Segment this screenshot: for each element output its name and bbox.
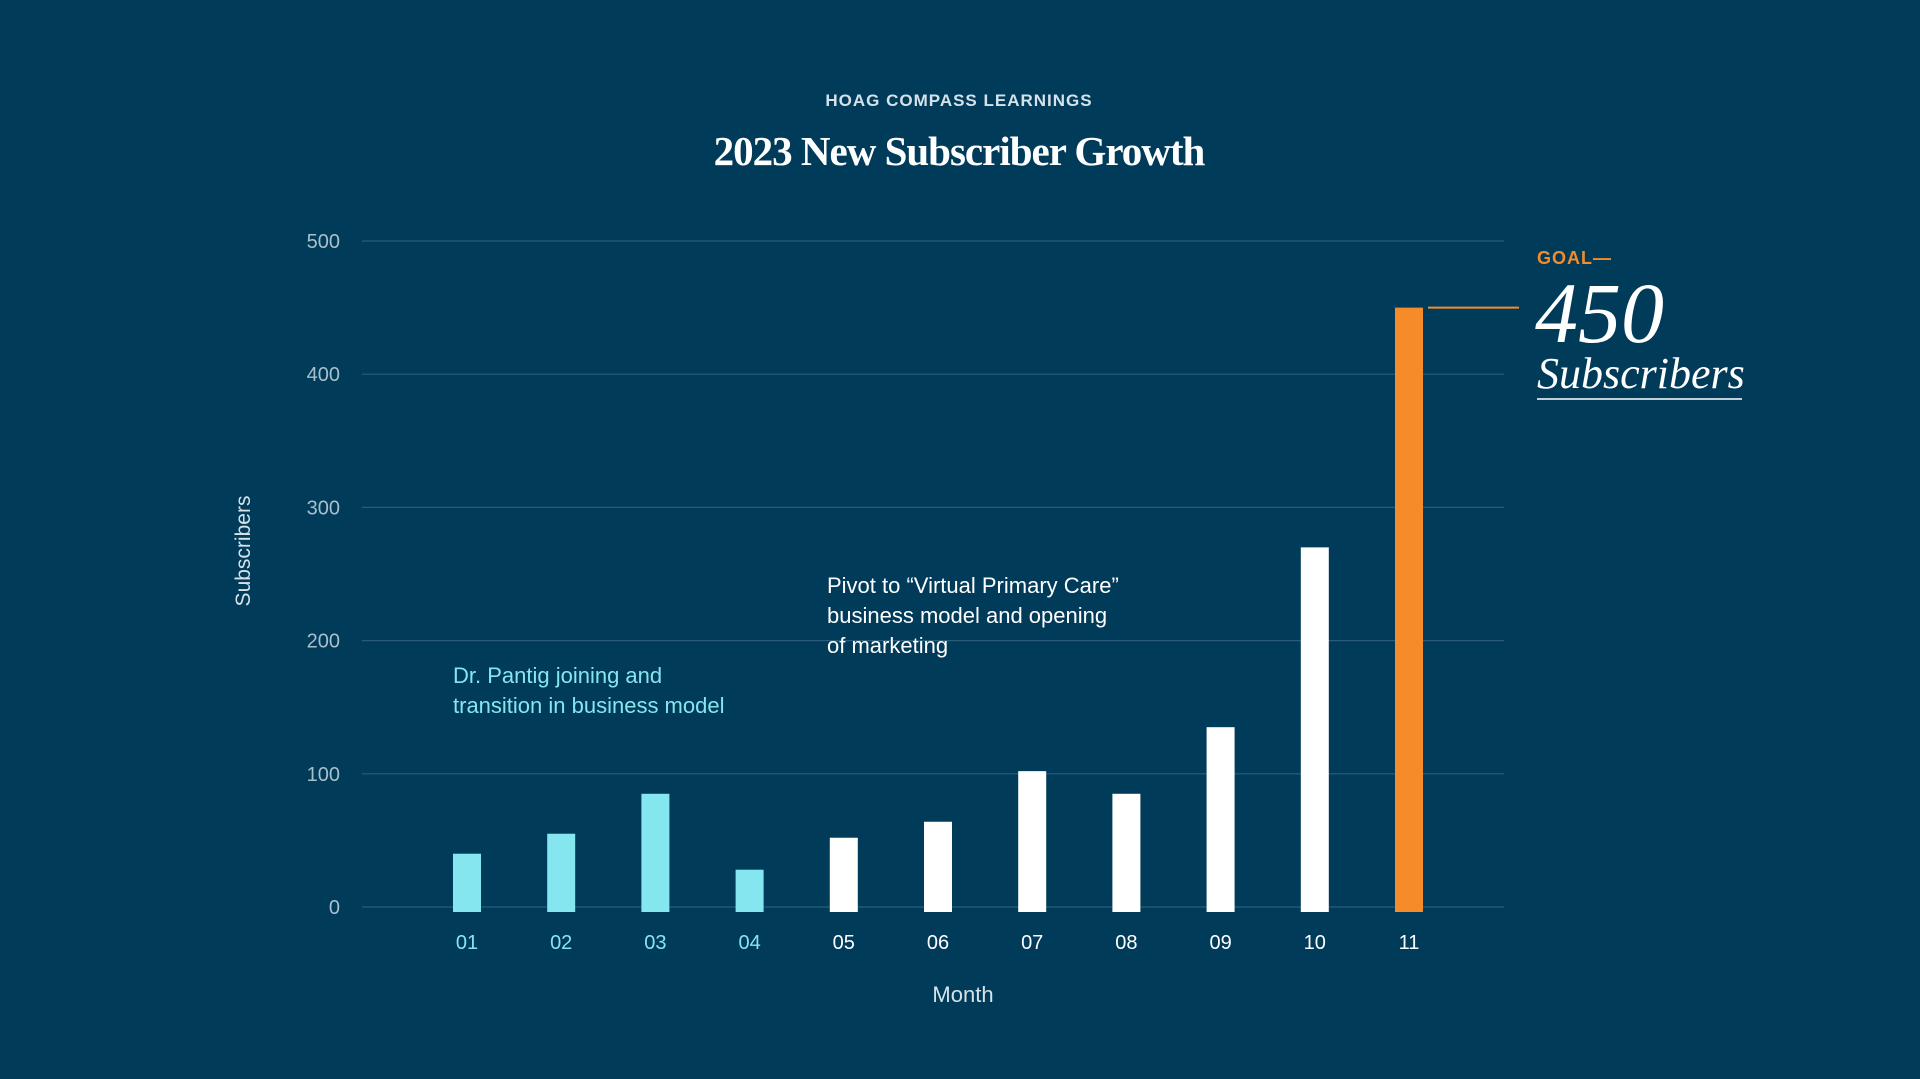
annotation-line: of marketing <box>827 633 948 658</box>
goal-callout: GOAL— 450 Subscribers <box>1428 248 1745 400</box>
annotation-line: transition in business model <box>453 693 724 718</box>
annotation-line: Dr. Pantig joining and <box>453 663 662 688</box>
annotations: Dr. Pantig joining and transition in busi… <box>453 573 1119 718</box>
annotation-line: Pivot to “Virtual Primary Care” <box>827 573 1119 598</box>
bars <box>453 307 1423 913</box>
chart-title: 2023 New Subscriber Growth <box>714 128 1206 174</box>
bar-04 <box>735 869 764 912</box>
bar-09 <box>1206 727 1235 912</box>
y-axis-label: Subscribers <box>232 496 255 607</box>
x-axis-ticks: 01 02 03 04 05 06 07 08 09 10 11 <box>456 932 1420 954</box>
x-tick-label: 07 <box>1021 932 1043 954</box>
y-tick-label: 400 <box>307 364 340 386</box>
annotation-line: business model and opening <box>827 603 1107 628</box>
bar-05 <box>829 837 858 912</box>
goal-unit: Subscribers <box>1537 349 1745 398</box>
x-tick-label: 01 <box>456 932 478 954</box>
bar-03 <box>641 793 670 912</box>
x-tick-label: 05 <box>833 932 855 954</box>
x-tick-label: 02 <box>550 932 572 954</box>
bar-10 <box>1300 547 1329 912</box>
chart-kicker: HOAG COMPASS LEARNINGS <box>825 91 1092 110</box>
goal-value: 450 <box>1535 265 1664 361</box>
y-axis-ticks: 0 100 200 300 400 500 <box>307 231 340 919</box>
x-tick-label: 10 <box>1304 932 1326 954</box>
annotation-2: Pivot to “Virtual Primary Care” business … <box>827 573 1119 658</box>
y-tick-label: 200 <box>307 631 340 653</box>
y-tick-label: 0 <box>329 897 340 919</box>
x-tick-label: 03 <box>644 932 666 954</box>
x-tick-label: 06 <box>927 932 949 954</box>
bar-07 <box>1018 771 1047 912</box>
x-tick-label: 04 <box>738 932 760 954</box>
x-tick-label: 09 <box>1209 932 1231 954</box>
x-axis-label: Month <box>932 982 993 1007</box>
bar-11 <box>1395 307 1423 913</box>
goal-label: GOAL— <box>1537 248 1612 268</box>
bar-02 <box>547 833 576 912</box>
y-tick-label: 500 <box>307 231 340 253</box>
bar-01 <box>453 853 481 912</box>
x-tick-label: 08 <box>1115 932 1137 954</box>
x-tick-label: 11 <box>1399 932 1420 954</box>
bar-06 <box>924 821 952 912</box>
annotation-1: Dr. Pantig joining and transition in busi… <box>453 663 724 718</box>
bar-08 <box>1112 793 1141 912</box>
y-tick-label: 300 <box>307 497 340 519</box>
y-tick-label: 100 <box>307 764 340 786</box>
